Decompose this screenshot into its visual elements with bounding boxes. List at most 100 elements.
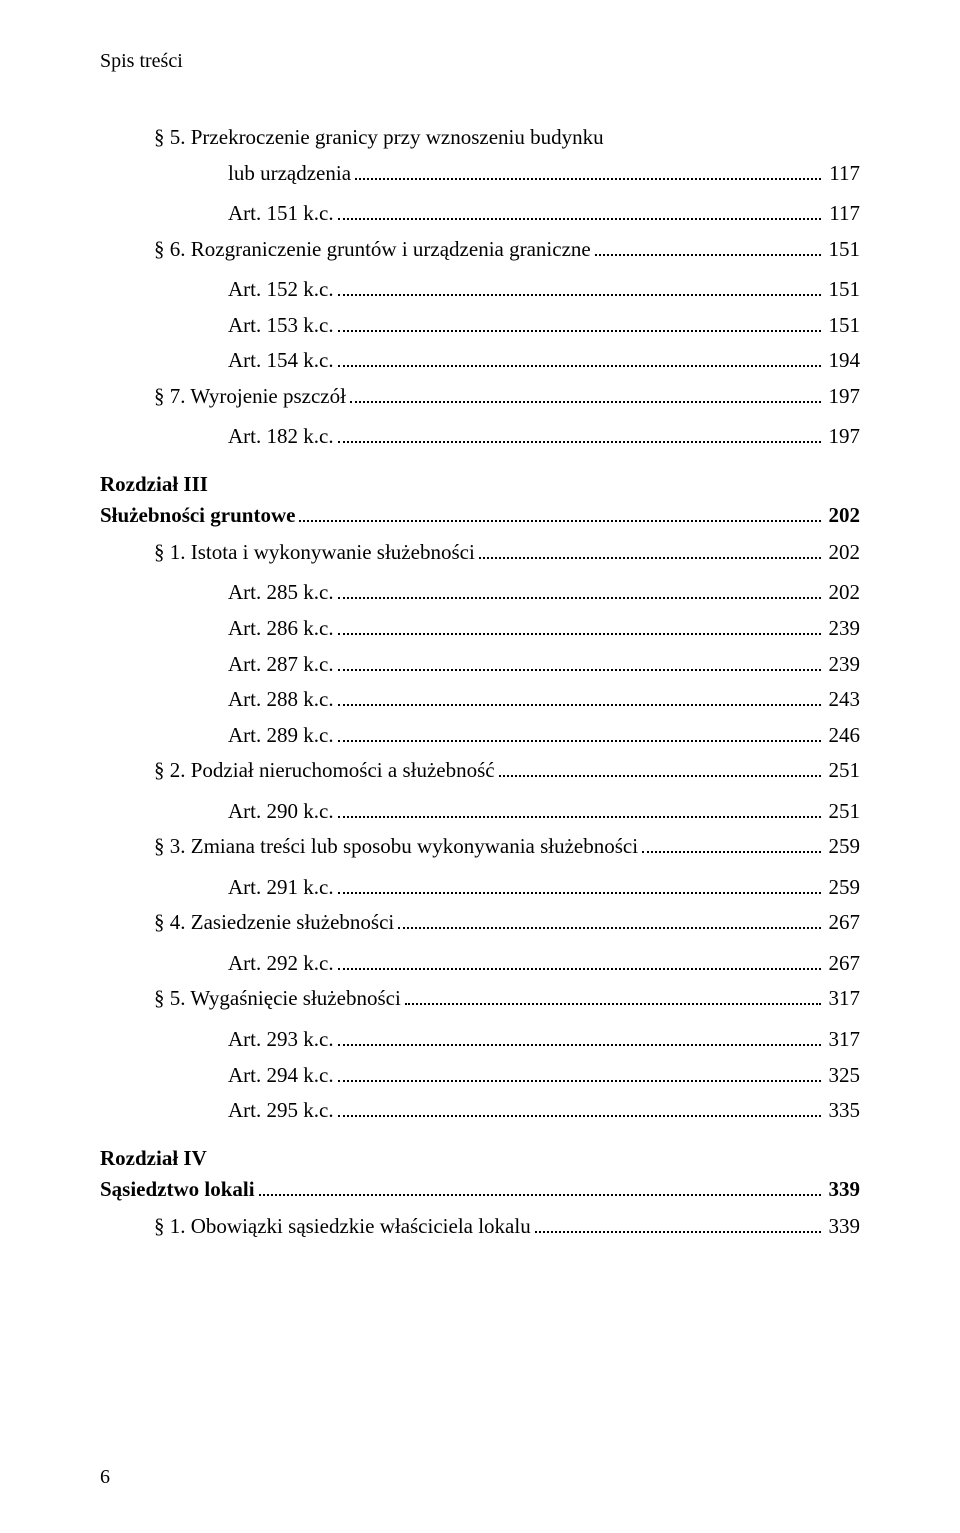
toc-page: 202 bbox=[825, 536, 861, 569]
toc-section-line: § 1. Obowiązki sąsiedzkie właściciela lo… bbox=[100, 1210, 860, 1243]
page: Spis treści § 5. Przekroczenie granicy p… bbox=[0, 0, 960, 1533]
leader-dots bbox=[299, 520, 820, 522]
toc-section-line: § 5. Wygaśnięcie służebności 317 bbox=[100, 982, 860, 1015]
toc-label: Art. 151 k.c. bbox=[228, 197, 334, 230]
toc-page: 151 bbox=[825, 309, 861, 342]
toc-label: § 1. Obowiązki sąsiedzkie właściciela lo… bbox=[154, 1210, 531, 1243]
leader-dots bbox=[338, 218, 822, 220]
leader-dots bbox=[338, 633, 821, 635]
leader-dots bbox=[338, 669, 821, 671]
toc-label: Sąsiedztwo lokali bbox=[100, 1174, 255, 1206]
toc-label: § 5. Przekroczenie granicy przy wznoszen… bbox=[154, 121, 604, 154]
toc-article-line: Art. 295 k.c.335 bbox=[100, 1094, 860, 1127]
leader-dots bbox=[338, 1044, 821, 1046]
leader-dots bbox=[338, 740, 821, 742]
toc-label: Art. 153 k.c. bbox=[228, 309, 334, 342]
toc-article-line: Art. 294 k.c.325 bbox=[100, 1059, 860, 1092]
leader-dots bbox=[350, 401, 821, 403]
toc-page: 151 bbox=[825, 233, 861, 266]
chapter-head: Rozdział III bbox=[100, 469, 860, 501]
leader-dots bbox=[398, 927, 820, 929]
toc-label: § 2. Podział nieruchomości a służebność bbox=[154, 754, 495, 787]
toc-section-line: § 2. Podział nieruchomości a służebność 2… bbox=[100, 754, 860, 787]
chapter-block: Rozdział IVSąsiedztwo lokali339 bbox=[100, 1143, 860, 1206]
toc-label: Art. 287 k.c. bbox=[228, 648, 334, 681]
toc-page: 259 bbox=[825, 830, 861, 863]
toc-page: 239 bbox=[825, 612, 861, 645]
toc-page: 197 bbox=[825, 420, 861, 453]
toc-label: Art. 292 k.c. bbox=[228, 947, 334, 980]
leader-dots bbox=[338, 816, 821, 818]
toc-article-line: Art. 153 k.c. 151 bbox=[100, 309, 860, 342]
toc-page: 251 bbox=[825, 795, 861, 828]
toc-article-line: Art. 286 k.c.239 bbox=[100, 612, 860, 645]
leader-dots bbox=[405, 1003, 821, 1005]
toc-label: Art. 293 k.c. bbox=[228, 1023, 334, 1056]
toc-label: Art. 285 k.c. bbox=[228, 576, 334, 609]
running-head: Spis treści bbox=[100, 50, 860, 73]
leader-dots bbox=[338, 892, 821, 894]
toc-label: § 3. Zmiana treści lub sposobu wykonywan… bbox=[154, 830, 638, 863]
leader-dots bbox=[338, 294, 821, 296]
leader-dots bbox=[499, 775, 821, 777]
toc-label: Art. 182 k.c. bbox=[228, 420, 334, 453]
toc-section-line: § 4. Zasiedzenie służebności267 bbox=[100, 906, 860, 939]
toc-page: 267 bbox=[825, 947, 861, 980]
toc-section-line: § 7. Wyrojenie pszczół197 bbox=[100, 380, 860, 413]
leader-dots bbox=[535, 1231, 821, 1233]
toc-section-line: lub urządzenia117 bbox=[100, 157, 860, 190]
toc-page: 202 bbox=[825, 576, 861, 609]
toc-page: 259 bbox=[825, 871, 861, 904]
toc-article-line: Art. 285 k.c. 202 bbox=[100, 576, 860, 609]
toc-article-line: Art. 293 k.c.317 bbox=[100, 1023, 860, 1056]
toc-label: § 4. Zasiedzenie służebności bbox=[154, 906, 394, 939]
toc-label: Służebności gruntowe bbox=[100, 500, 295, 532]
chapter-title: Sąsiedztwo lokali339 bbox=[100, 1174, 860, 1206]
chapter-head: Rozdział IV bbox=[100, 1143, 860, 1175]
toc-label: Art. 291 k.c. bbox=[228, 871, 334, 904]
toc-page: 335 bbox=[825, 1094, 861, 1127]
toc-page: 239 bbox=[825, 648, 861, 681]
toc-article-line: Art. 289 k.c.246 bbox=[100, 719, 860, 752]
section-group: § 1. Obowiązki sąsiedzkie właściciela lo… bbox=[100, 1210, 860, 1243]
toc-section-line: § 6. Rozgraniczenie gruntów i urządzenia… bbox=[100, 233, 860, 266]
toc-article-line: Art. 288 k.c.243 bbox=[100, 683, 860, 716]
toc-page: 117 bbox=[825, 157, 860, 190]
toc-page: 317 bbox=[825, 982, 861, 1015]
leader-dots bbox=[338, 365, 821, 367]
toc-article-line: Art. 154 k.c. 194 bbox=[100, 344, 860, 377]
toc-page: 246 bbox=[825, 719, 861, 752]
toc-page: 251 bbox=[825, 754, 861, 787]
leader-dots bbox=[355, 178, 821, 180]
toc-page: 243 bbox=[825, 683, 861, 716]
toc-label: § 5. Wygaśnięcie służebności bbox=[154, 982, 401, 1015]
toc-page: 194 bbox=[825, 344, 861, 377]
section-group: § 4. Zasiedzenie służebności267 bbox=[100, 906, 860, 939]
section-group: § 5. Wygaśnięcie służebności 317 bbox=[100, 982, 860, 1015]
toc-section-line: § 5. Przekroczenie granicy przy wznoszen… bbox=[100, 121, 860, 154]
toc-section-line: § 1. Istota i wykonywanie służebności202 bbox=[100, 536, 860, 569]
leader-dots bbox=[595, 254, 821, 256]
section-group: § 1. Istota i wykonywanie służebności202 bbox=[100, 536, 860, 569]
leader-dots bbox=[338, 1115, 821, 1117]
section-group: § 7. Wyrojenie pszczół197 bbox=[100, 380, 860, 413]
toc-article-line: Art. 152 k.c.151 bbox=[100, 273, 860, 306]
toc-label: Art. 152 k.c. bbox=[228, 273, 334, 306]
leader-dots bbox=[338, 968, 821, 970]
toc-label: Art. 290 k.c. bbox=[228, 795, 334, 828]
toc-body: § 5. Przekroczenie granicy przy wznoszen… bbox=[100, 121, 860, 1242]
leader-dots bbox=[259, 1194, 821, 1196]
leader-dots bbox=[338, 1080, 821, 1082]
section-group: § 3. Zmiana treści lub sposobu wykonywan… bbox=[100, 830, 860, 863]
toc-article-line: Art. 292 k.c. 267 bbox=[100, 947, 860, 980]
toc-section-line: § 3. Zmiana treści lub sposobu wykonywan… bbox=[100, 830, 860, 863]
leader-dots bbox=[338, 441, 821, 443]
toc-article-line: Art. 287 k.c. 239 bbox=[100, 648, 860, 681]
toc-label: Art. 154 k.c. bbox=[228, 344, 334, 377]
leader-dots bbox=[338, 597, 821, 599]
section-group: § 6. Rozgraniczenie gruntów i urządzenia… bbox=[100, 233, 860, 266]
toc-label: Art. 294 k.c. bbox=[228, 1059, 334, 1092]
toc-article-line: Art. 290 k.c. 251 bbox=[100, 795, 860, 828]
leader-dots bbox=[338, 330, 821, 332]
leader-dots bbox=[479, 557, 821, 559]
